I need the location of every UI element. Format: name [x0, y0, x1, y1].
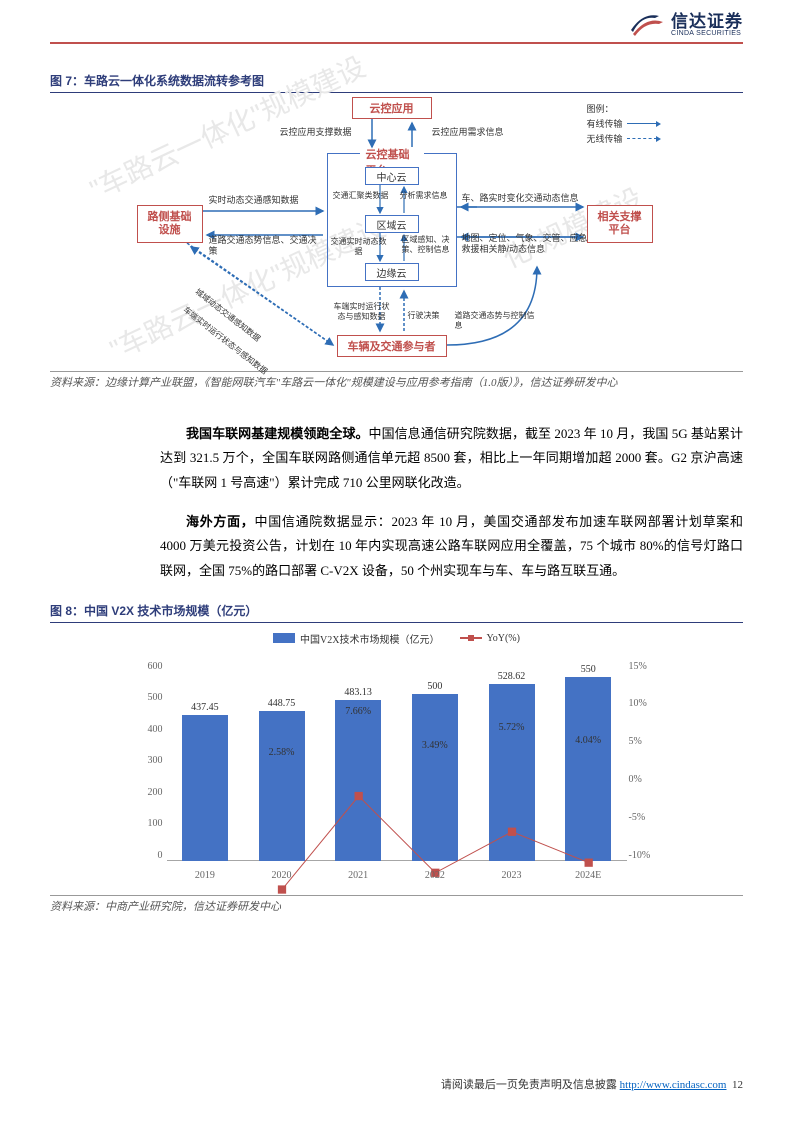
fig8-chart: 中国V2X技术市场规模（亿元） YoY(%) 60050040030020010… [117, 631, 677, 891]
paragraph-2: 海外方面，中国信通院数据显示：2023 年 10 月，美国交通部发布加速车联网部… [50, 510, 743, 584]
fig7-legend: 图例： 有线传输 无线传输 [586, 102, 656, 147]
node-edge-cloud: 边缘云 [365, 263, 419, 281]
fig7-title: 图 7：车路云一体化系统数据流转参考图 [50, 72, 743, 93]
page-footer: 请阅读最后一页免责声明及信息披露 http://www.cindasc.com … [441, 1076, 743, 1092]
header-divider [50, 42, 743, 44]
footer-link[interactable]: http://www.cindasc.com [620, 1079, 727, 1091]
plot-area: 437.45448.75483.13500528.62550 2.58%7.66… [167, 661, 627, 861]
node-roadside: 路侧基础设施 [137, 205, 203, 243]
y2-axis: 15%10%5%0%-5%-10% [629, 661, 659, 861]
node-center-cloud: 中心云 [365, 167, 419, 185]
fig8-title: 图 8：中国 V2X 技术市场规模（亿元） [50, 602, 743, 623]
x-axis: 201920202021202220232024E [167, 870, 627, 881]
fig7-flowchart: "车路云一体化"规模建设 "车路云一体化"规模建设 化"规模建设 图例： 有线传… [137, 97, 657, 367]
company-logo: 信达证券 CINDA SECURITIES [629, 10, 743, 40]
logo-en: CINDA SECURITIES [671, 30, 743, 37]
y1-axis: 6005004003002001000 [135, 661, 163, 861]
node-vehicle: 车辆及交通参与者 [337, 335, 447, 357]
logo-text: 信达证券 CINDA SECURITIES [671, 13, 743, 37]
fig7-source: 资料来源：边缘计算产业联盟，《智能网联汽车"车路云一体化"规模建设与应用参考指南… [50, 371, 743, 392]
page-number: 12 [732, 1079, 743, 1091]
paragraph-1: 我国车联网基建规模领跑全球。中国信息通信研究院数据，截至 2023 年 10 月… [50, 422, 743, 496]
node-cloud-app: 云控应用 [352, 97, 432, 119]
chart-legend: 中国V2X技术市场规模（亿元） YoY(%) [117, 631, 677, 646]
node-support: 相关支撑平台 [587, 205, 653, 243]
logo-cn: 信达证券 [671, 13, 743, 30]
node-region-cloud: 区域云 [365, 215, 419, 233]
logo-mark [629, 10, 665, 40]
